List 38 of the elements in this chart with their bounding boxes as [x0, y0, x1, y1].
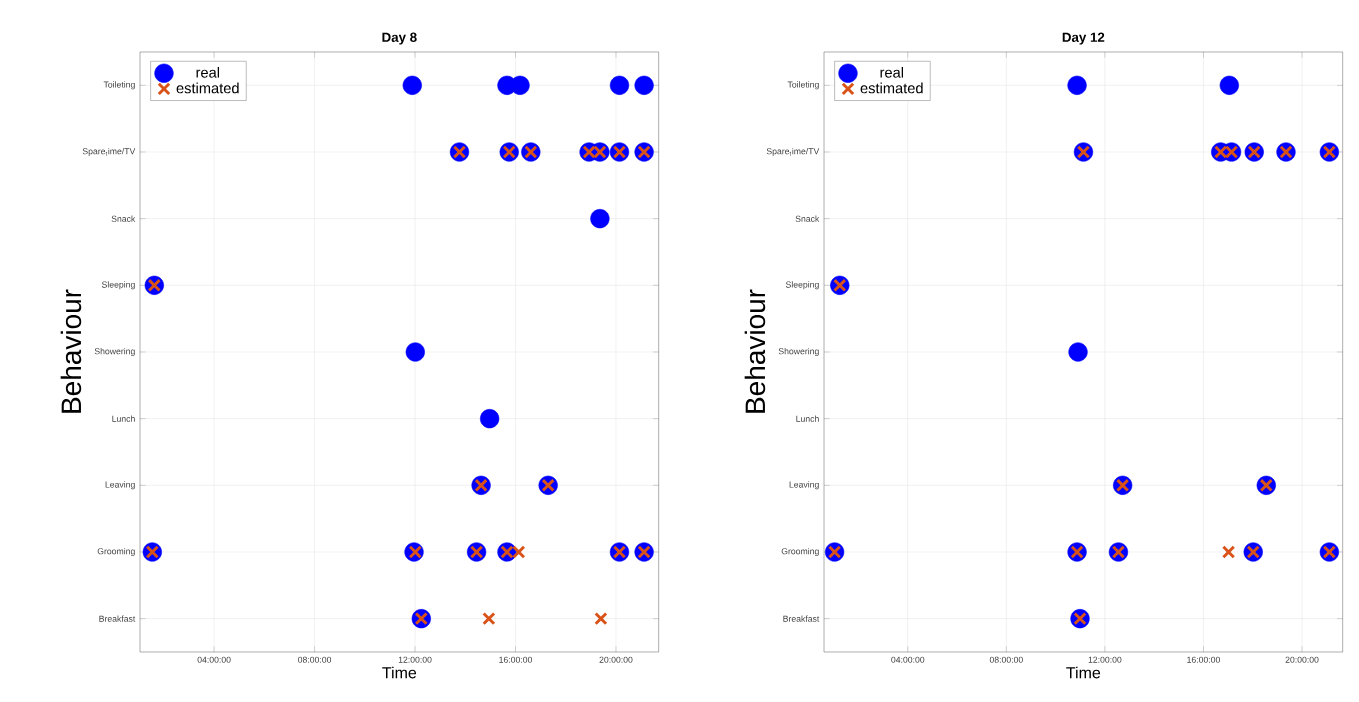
y-tick-label: Breakfast	[99, 615, 136, 622]
y-tick-label: Showering	[94, 347, 135, 357]
y-tick-label: Lunch	[112, 415, 135, 422]
x-tick-label: 20:00:00	[1285, 656, 1319, 663]
x-tick-label: 16:00:00	[1187, 656, 1220, 663]
x-tick-label: 08:00:00	[298, 656, 332, 663]
x-axis-title: Time	[382, 666, 417, 679]
x-tick-label: 12:00:00	[1088, 656, 1122, 663]
x-tick-label: 08:00:00	[989, 656, 1023, 663]
legend-label: estimated	[176, 82, 239, 94]
y-tick-label: Snack	[111, 215, 136, 222]
legend-label: real	[196, 66, 220, 78]
y-axis-title: Behaviour	[60, 289, 82, 413]
y-tick-label: Breakfast	[783, 615, 820, 622]
y-tick-label: Showering	[778, 347, 819, 357]
x-tick-label: 04:00:00	[891, 656, 925, 663]
y-tick-label: Spare$_{t}$ime/TV	[766, 147, 820, 157]
x-tick-label: 12:00:00	[398, 656, 432, 663]
y-tick-label: Toileting	[787, 81, 819, 90]
x-tick-label: 16:00:00	[499, 656, 533, 663]
x-tick-label: 04:00:00	[197, 656, 231, 663]
legend-label: estimated	[860, 82, 923, 94]
y-tick-label: Spare$_{t}$ime/TV	[82, 147, 136, 157]
y-tick-label: Leaving	[105, 481, 135, 490]
y-tick-label: Toileting	[103, 81, 135, 90]
y-tick-label: Lunch	[796, 415, 819, 422]
y-tick-label: Leaving	[789, 481, 819, 490]
y-tick-label: Snack	[795, 215, 820, 222]
y-tick-label: Grooming	[781, 547, 819, 557]
y-tick-label: Sleeping	[101, 281, 135, 290]
chart-title: Day 8	[382, 32, 417, 45]
y-axis-title: Behaviour	[744, 289, 766, 413]
y-tick-label: Sleeping	[785, 281, 819, 290]
y-tick-label: Grooming	[97, 547, 135, 557]
legend-label: real	[880, 66, 904, 78]
x-axis-title: Time	[1066, 666, 1101, 679]
chart-title: Day 12	[1062, 32, 1105, 45]
x-tick-label: 20:00:00	[599, 656, 633, 663]
